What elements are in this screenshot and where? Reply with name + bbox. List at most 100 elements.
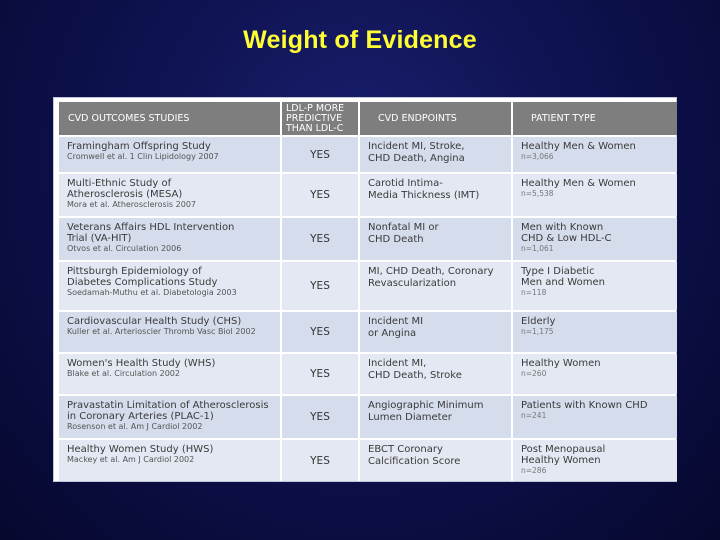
- patient-type-text: Healthy Women: [521, 455, 601, 466]
- sample-size: n=1,175: [521, 327, 554, 336]
- sample-size: n=3,066: [521, 152, 554, 161]
- table-header-row: CVD OUTCOMES STUDIES LDL-P MORE PREDICTI…: [59, 102, 677, 135]
- study-name: Atherosclerosis (MESA): [67, 189, 183, 200]
- table-row: Women's Health Study (WHS) Blake et al. C…: [59, 354, 677, 394]
- table-row: Framingham Offspring Study Cromwell et al…: [59, 137, 677, 172]
- patient-type-cell: Healthy Women n=260: [513, 354, 677, 394]
- evidence-table: CVD OUTCOMES STUDIES LDL-P MORE PREDICTI…: [57, 100, 679, 483]
- endpoint-text: Media Thickness (IMT): [368, 190, 480, 201]
- endpoint-text: Calcification Score: [368, 456, 461, 467]
- ldlp-predictive-cell: YES: [282, 354, 358, 394]
- endpoint-cell: Carotid Intima- Media Thickness (IMT): [360, 174, 511, 216]
- study-citation: Rosenson et al. Am J Cardiol 2002: [67, 422, 203, 431]
- patient-type-text: Elderly: [521, 316, 556, 327]
- endpoint-cell: Angiographic Minimum Lumen Diameter: [360, 396, 511, 438]
- header-ldlp-predictive: LDL-P MORE PREDICTIVE THAN LDL-C: [282, 102, 358, 135]
- table-row: Pravastatin Limitation of Atherosclerosi…: [59, 396, 677, 438]
- endpoint-text: Revascularization: [368, 278, 457, 289]
- endpoint-text: CHD Death, Angina: [368, 153, 465, 164]
- study-name: Pittsburgh Epidemiology of: [67, 266, 202, 277]
- evidence-table-frame: CVD OUTCOMES STUDIES LDL-P MORE PREDICTI…: [53, 97, 677, 482]
- sample-size: n=260: [521, 369, 547, 378]
- study-cell: Cardiovascular Health Study (CHS) Kuller …: [59, 312, 280, 352]
- endpoint-cell: Incident MI, Stroke, CHD Death, Angina: [360, 137, 511, 172]
- study-citation: Mora et al. Atherosclerosis 2007: [67, 200, 196, 209]
- ldlp-predictive-cell: YES: [282, 396, 358, 438]
- ldlp-predictive-cell: YES: [282, 262, 358, 310]
- study-name: Trial (VA-HIT): [67, 233, 132, 244]
- study-name: Cardiovascular Health Study (CHS): [67, 316, 242, 327]
- slide-title: Weight of Evidence: [243, 26, 477, 54]
- patient-type-cell: Healthy Men & Women n=5,538: [513, 174, 677, 216]
- header-studies: CVD OUTCOMES STUDIES: [59, 102, 280, 135]
- patient-type-cell: Type I Diabetic Men and Women n=118: [513, 262, 677, 310]
- endpoint-text: Carotid Intima-: [368, 178, 443, 189]
- table-row: Cardiovascular Health Study (CHS) Kuller …: [59, 312, 677, 352]
- sample-size: n=118: [521, 288, 547, 297]
- study-citation: Mackey et al. Am J Cardiol 2002: [67, 455, 195, 464]
- header-ldlp-line3: THAN LDL-C: [286, 122, 344, 134]
- table-row: Pittsburgh Epidemiology of Diabetes Compl…: [59, 262, 677, 310]
- endpoint-text: CHD Death, Stroke: [368, 370, 462, 381]
- study-citation: Soedamah-Muthu et al. Diabetologia 2003: [67, 288, 237, 297]
- patient-type-text: CHD & Low HDL-C: [521, 233, 612, 244]
- header-endpoints: CVD ENDPOINTS: [360, 102, 511, 135]
- endpoint-text: EBCT Coronary: [368, 444, 443, 455]
- study-citation: Cromwell et al. 1 Clin Lipidology 2007: [67, 152, 219, 161]
- endpoint-cell: MI, CHD Death, Coronary Revascularization: [360, 262, 511, 310]
- study-citation: Blake et al. Circulation 2002: [67, 369, 180, 378]
- study-name: Veterans Affairs HDL Intervention: [67, 222, 235, 233]
- study-cell: Women's Health Study (WHS) Blake et al. C…: [59, 354, 280, 394]
- patient-type-text: Healthy Men & Women: [521, 141, 636, 152]
- study-name: Women's Health Study (WHS): [67, 358, 216, 369]
- sample-size: n=241: [521, 411, 547, 420]
- study-citation: Otvos et al. Circulation 2006: [67, 244, 182, 253]
- patient-type-text: Healthy Men & Women: [521, 178, 636, 189]
- endpoint-text: Incident MI,: [368, 358, 427, 369]
- patient-type-text: Healthy Women: [521, 358, 601, 369]
- ldlp-predictive-cell: YES: [282, 137, 358, 172]
- endpoint-cell: Nonfatal MI or CHD Death: [360, 218, 511, 260]
- sample-size: n=1,061: [521, 244, 554, 253]
- endpoint-text: MI, CHD Death, Coronary: [368, 266, 494, 277]
- header-patient-type: PATIENT TYPE: [513, 102, 677, 135]
- endpoint-cell: EBCT Coronary Calcification Score: [360, 440, 511, 481]
- study-name: Diabetes Complications Study: [67, 277, 218, 288]
- endpoint-text: Nonfatal MI or: [368, 222, 439, 233]
- table-row: Veterans Affairs HDL Intervention Trial (…: [59, 218, 677, 260]
- ldlp-predictive-cell: YES: [282, 312, 358, 352]
- study-cell: Framingham Offspring Study Cromwell et al…: [59, 137, 280, 172]
- ldlp-predictive-cell: YES: [282, 218, 358, 260]
- patient-type-text: Type I Diabetic: [521, 266, 595, 277]
- study-name: Healthy Women Study (HWS): [67, 444, 214, 455]
- study-cell: Healthy Women Study (HWS) Mackey et al. A…: [59, 440, 280, 481]
- study-cell: Multi-Ethnic Study of Atherosclerosis (ME…: [59, 174, 280, 216]
- table-row: Healthy Women Study (HWS) Mackey et al. A…: [59, 440, 677, 481]
- sample-size: n=286: [521, 466, 547, 475]
- patient-type-cell: Post Menopausal Healthy Women n=286: [513, 440, 677, 481]
- endpoint-text: or Angina: [368, 328, 417, 339]
- study-name: Pravastatin Limitation of Atherosclerosi…: [67, 400, 269, 411]
- patient-type-text: Men with Known: [521, 222, 604, 233]
- study-cell: Pittsburgh Epidemiology of Diabetes Compl…: [59, 262, 280, 310]
- endpoint-cell: Incident MI, CHD Death, Stroke: [360, 354, 511, 394]
- sample-size: n=5,538: [521, 189, 554, 198]
- study-name: Multi-Ethnic Study of: [67, 178, 172, 189]
- study-cell: Veterans Affairs HDL Intervention Trial (…: [59, 218, 280, 260]
- endpoint-text: Lumen Diameter: [368, 412, 452, 423]
- study-name: in Coronary Arteries (PLAC-1): [67, 411, 214, 422]
- patient-type-cell: Healthy Men & Women n=3,066: [513, 137, 677, 172]
- patient-type-cell: Men with Known CHD & Low HDL-C n=1,061: [513, 218, 677, 260]
- study-citation: Kuller et al. Arterioscler Thromb Vasc B…: [67, 327, 256, 336]
- patient-type-text: Men and Women: [521, 277, 605, 288]
- ldlp-predictive-cell: YES: [282, 440, 358, 481]
- patient-type-text: Post Menopausal: [521, 444, 606, 455]
- endpoint-text: Angiographic Minimum: [368, 400, 484, 411]
- header-ldlp-line1: LDL-P MORE: [286, 102, 345, 114]
- table-body: Framingham Offspring Study Cromwell et al…: [59, 137, 677, 481]
- endpoint-cell: Incident MI or Angina: [360, 312, 511, 352]
- study-name: Framingham Offspring Study: [67, 141, 211, 152]
- patient-type-cell: Patients with Known CHD n=241: [513, 396, 677, 438]
- patient-type-text: Patients with Known CHD: [521, 400, 648, 411]
- endpoint-text: CHD Death: [368, 234, 424, 245]
